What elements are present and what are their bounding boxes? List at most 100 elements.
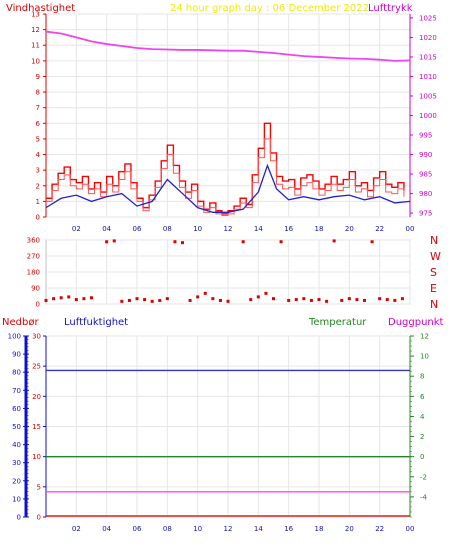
temperature-tick-label: 8 [420, 373, 424, 381]
temperature-tick-label: 6 [420, 393, 425, 401]
wind-series [45, 30, 411, 216]
wind-tick-label: 13 [31, 11, 40, 19]
direction-point [332, 239, 336, 243]
pressure-tick-label: 1000 [419, 112, 437, 120]
pressure-tick-label: 985 [419, 171, 432, 179]
direction-degree-label: 90 [31, 285, 40, 293]
direction-degree-axis: 0 90 180 270 360 [27, 237, 40, 309]
pressure-tick-label: 1005 [419, 92, 437, 100]
pressure-label: Lufttrykk [368, 3, 413, 14]
humidity-tick-label: 10 [12, 495, 21, 503]
direction-point [158, 298, 162, 302]
time-tick-label-bottom: 20 [345, 525, 354, 533]
time-tick-label: 00 [406, 225, 415, 233]
direction-point [150, 299, 154, 303]
wind-tick-label: 3 [36, 167, 40, 175]
time-tick-label-bottom: 06 [133, 525, 142, 533]
time-tick-label-bottom: 22 [375, 525, 384, 533]
humidity-label: Luftfuktighet [64, 317, 128, 328]
direction-point [249, 298, 253, 302]
temperature-tick-label: 0 [420, 453, 424, 461]
time-tick-label-bottom: 00 [406, 525, 415, 533]
direction-point [226, 299, 230, 303]
time-x-axis: 02 04 06 08 10 12 14 16 18 20 22 00 [72, 225, 415, 233]
direction-point [105, 240, 109, 244]
direction-point [294, 298, 298, 302]
direction-point [385, 298, 389, 302]
direction-point [143, 298, 147, 302]
direction-point [309, 298, 313, 302]
temperature-tick-label: 4 [420, 413, 425, 421]
direction-point [203, 291, 207, 295]
time-tick-label: 02 [72, 225, 81, 233]
humidity-series [46, 369, 410, 517]
wind-tick-label: 6 [36, 120, 41, 128]
direction-point [393, 298, 397, 302]
direction-point [52, 297, 56, 301]
wind-tick-label: 11 [31, 42, 40, 50]
wind-tick-label: 0 [36, 214, 40, 222]
pressure-tick-label: 1020 [419, 34, 437, 42]
rain-tick-label: 10 [32, 453, 41, 461]
time-tick-label: 20 [345, 225, 354, 233]
direction-point [67, 295, 71, 299]
time-x-axis-bottom: 02 04 06 08 10 12 14 16 18 20 22 00 [72, 525, 415, 533]
pressure-tick-label: 980 [419, 190, 432, 198]
direction-point [370, 240, 374, 244]
pressure-y-axis: 975 980 985 990 995 1000 1005 1010 1015 1020 1025 [409, 14, 437, 218]
direction-point [218, 298, 222, 302]
direction-point [59, 296, 63, 300]
direction-point [325, 299, 329, 303]
humidity-tick-label: 70 [12, 387, 21, 395]
direction-point [363, 298, 366, 302]
direction-point [302, 297, 306, 301]
direction-point [279, 240, 283, 244]
temperature-tick-label: -2 [420, 473, 427, 481]
pressure-tick-label: 995 [419, 132, 432, 140]
time-tick-label: 14 [254, 225, 263, 233]
humidity-tick-label: 20 [12, 477, 21, 485]
direction-degree-label: 360 [27, 237, 40, 245]
direction-point [317, 298, 321, 302]
direction-point [135, 297, 139, 301]
direction-point [272, 297, 275, 301]
wind-tick-label: 2 [36, 182, 40, 190]
humidity-tick-label: 30 [12, 459, 21, 467]
direction-point [264, 291, 268, 295]
humidity-tick-label: 90 [12, 351, 21, 359]
time-tick-label-bottom: 10 [193, 525, 202, 533]
direction-point [241, 240, 245, 244]
dewpoint-label: Duggpunkt [388, 317, 444, 328]
direction-point [256, 295, 260, 299]
temperature-tick-label: 12 [420, 333, 429, 341]
direction-point [44, 298, 48, 302]
wind-speed-label: Vindhastighet [6, 3, 75, 14]
humidity-grid [46, 335, 411, 518]
wind-tick-label: 1 [36, 198, 40, 206]
direction-point [188, 298, 192, 302]
pressure-tick-label: 1010 [419, 73, 437, 81]
rain-tick-label: 30 [32, 333, 41, 341]
direction-degree-label: 180 [27, 269, 40, 277]
direction-point [287, 298, 291, 302]
direction-point [74, 298, 78, 302]
pressure-tick-label: 975 [419, 210, 432, 218]
humidity-tick-label: 100 [8, 333, 21, 341]
direction-point [120, 299, 124, 303]
humidity-tick-label: 40 [12, 441, 21, 449]
wind-average-line [45, 163, 411, 213]
direction-compass-label: N [430, 298, 438, 311]
time-tick-label-bottom: 18 [315, 525, 324, 533]
direction-degree-label: 0 [36, 301, 40, 309]
time-tick-label-bottom: 16 [284, 525, 293, 533]
rain-axis: 0 5 10 15 20 25 30 [32, 333, 47, 522]
temperature-axis: -4 -2 0 2 4 6 8 10 12 [409, 333, 429, 518]
time-tick-label-bottom: 08 [163, 525, 172, 533]
wind-tick-label: 10 [31, 57, 40, 65]
time-tick-label: 18 [315, 225, 324, 233]
time-tick-label-bottom: 12 [224, 525, 233, 533]
direction-point [173, 240, 177, 244]
time-tick-label-bottom: 14 [254, 525, 263, 533]
humidity-tick-label: 0 [17, 514, 21, 522]
